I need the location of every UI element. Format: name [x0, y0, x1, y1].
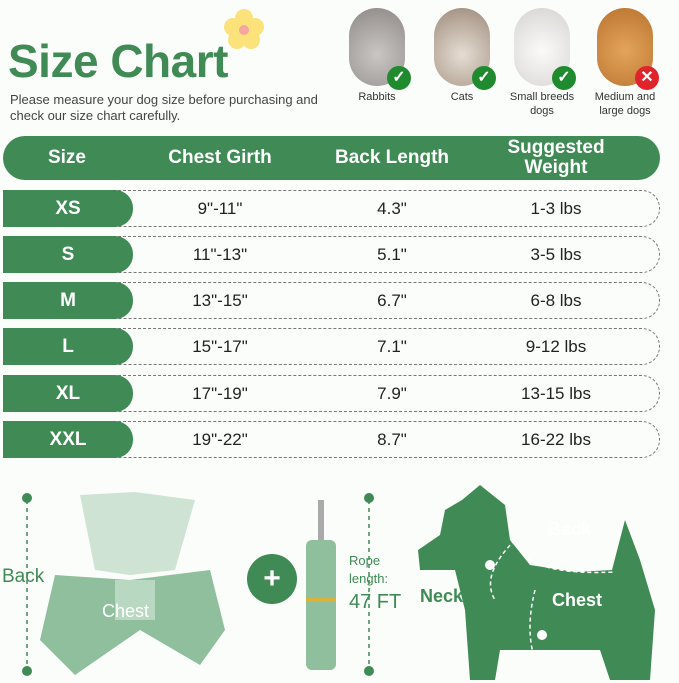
row-border — [113, 328, 660, 365]
pet-label: Medium and large dogs — [594, 91, 656, 117]
harness-back-label: Back — [2, 566, 45, 587]
row-border — [113, 375, 660, 412]
header-chest-girth: Chest Girth — [168, 147, 272, 168]
table-row: XS 9"-11" 4.3" 1-3 lbs — [3, 190, 660, 227]
size-cell: S — [3, 236, 133, 273]
size-cell: XL — [3, 375, 133, 412]
back-length-cell: 7.1" — [377, 336, 407, 356]
pet-small-dogs: ✓ Small breeds dogs — [507, 8, 577, 118]
flower-icon — [224, 9, 264, 49]
size-cell: M — [3, 282, 133, 319]
chest-girth-cell: 17"-19" — [192, 383, 248, 403]
pet-label: Small breeds dogs — [509, 91, 575, 117]
row-border — [113, 282, 660, 319]
header-size: Size — [47, 147, 87, 168]
table-row: L 15"-17" 7.1" 9-12 lbs — [3, 328, 660, 365]
weight-cell: 6-8 lbs — [530, 290, 582, 310]
back-length-cell: 6.7" — [377, 290, 407, 310]
pet-label: Rabbits — [358, 91, 396, 103]
harness-chest-label: Chest — [102, 601, 150, 621]
dog-neck-label: Neck — [420, 586, 464, 606]
chest-girth-cell: 15"-17" — [192, 336, 248, 356]
table-row: S 11"-13" 5.1" 3-5 lbs — [3, 236, 660, 273]
size-cell: L — [3, 328, 133, 365]
row-border — [113, 190, 660, 227]
table-header: Size Chest Girth Back Length Suggested W… — [3, 136, 660, 180]
x-icon: ✕ — [635, 66, 659, 90]
rope-value: 47 FT — [349, 591, 402, 613]
dog-chest-label: Chest — [552, 590, 603, 610]
back-length-cell: 8.7" — [377, 429, 407, 449]
table-row: XL 17"-19" 7.9" 13-15 lbs — [3, 375, 660, 412]
table-row: M 13"-15" 6.7" 6-8 lbs — [3, 282, 660, 319]
subtitle: Please measure your dog size before purc… — [10, 92, 318, 123]
large-dog-image: ✕ — [597, 8, 659, 90]
harness-image — [40, 492, 225, 675]
back-length-cell: 5.1" — [377, 244, 407, 264]
table-row: XXL 19"-22" 8.7" 16-22 lbs — [3, 421, 660, 458]
row-border — [113, 236, 660, 273]
plus-icon — [247, 554, 297, 604]
check-icon: ✓ — [552, 66, 576, 90]
size-cell: XS — [3, 190, 133, 227]
product-illustrations: + — [22, 485, 655, 680]
small-dog-image: ✓ — [514, 8, 576, 90]
chest-girth-cell: 19"-22" — [192, 429, 248, 449]
svg-text:+: + — [263, 562, 281, 595]
pet-label: Cats — [450, 91, 474, 103]
weight-cell: 9-12 lbs — [525, 336, 587, 356]
rabbit-image: ✓ — [349, 8, 411, 90]
pet-rabbits: ✓ Rabbits — [342, 8, 412, 104]
header-weight: Suggested Weight — [507, 137, 605, 178]
check-icon: ✓ — [387, 66, 411, 90]
pet-cats: ✓ Cats — [427, 8, 497, 104]
header-back-length: Back Length — [334, 147, 450, 168]
weight-cell: 3-5 lbs — [530, 244, 582, 264]
chest-girth-cell: 9"-11" — [197, 198, 243, 218]
chest-girth-cell: 11"-13" — [192, 244, 248, 264]
weight-cell: 1-3 lbs — [530, 198, 582, 218]
leash-image — [306, 500, 336, 670]
back-length-cell: 7.9" — [377, 383, 407, 403]
dog-silhouette — [418, 485, 655, 680]
size-cell: XXL — [3, 421, 133, 458]
check-icon: ✓ — [472, 66, 496, 90]
page-title: Size Chart — [8, 35, 228, 87]
chest-girth-cell: 13"-15" — [192, 290, 248, 310]
back-length-cell: 4.3" — [377, 198, 407, 218]
rope-label: Rope length: — [349, 553, 389, 586]
dog-back-label: Back — [548, 519, 592, 539]
row-border — [113, 421, 660, 458]
weight-cell: 13-15 lbs — [521, 383, 591, 403]
cat-image: ✓ — [434, 8, 496, 90]
weight-cell: 16-22 lbs — [521, 429, 591, 449]
pet-large-dogs: ✕ Medium and large dogs — [590, 8, 660, 118]
